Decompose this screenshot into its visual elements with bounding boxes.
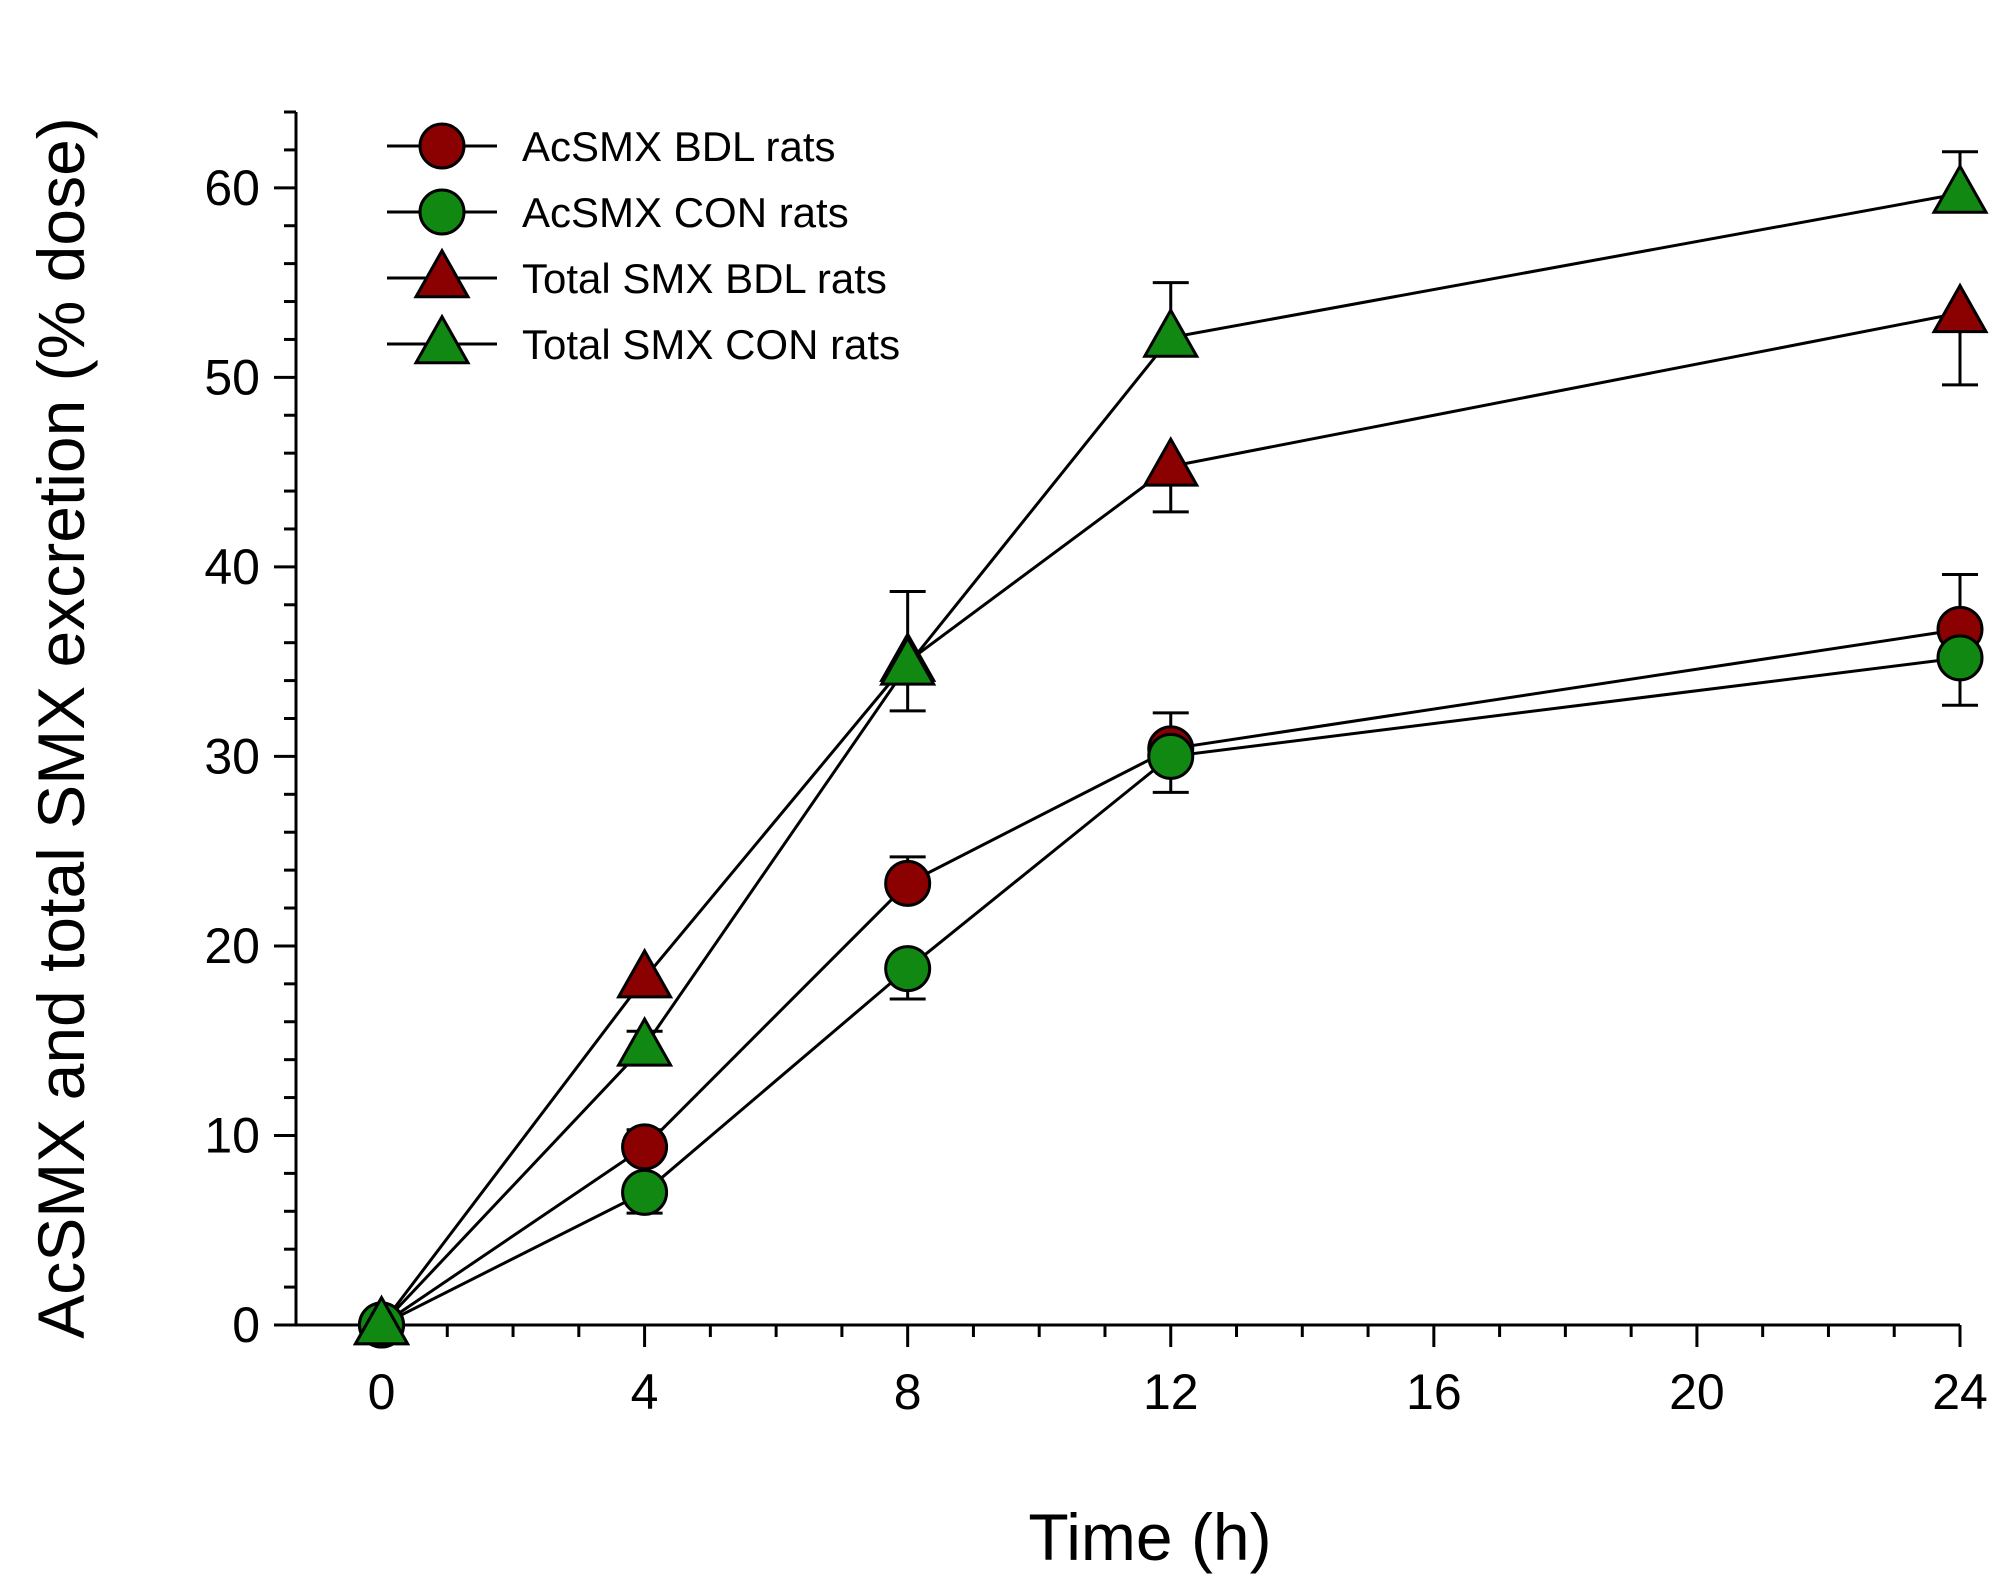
legend-label-total-smx-bdl-rats: Total SMX BDL rats [522, 255, 887, 302]
y-tick-label: 40 [204, 539, 260, 595]
error-bars [626, 150, 1978, 1215]
y-tick-label: 0 [232, 1297, 260, 1353]
y-ticks: 0 10 20 30 40 50 60 [204, 110, 296, 1353]
marker-total-smx-con-rats [1931, 163, 1989, 214]
x-tick-label: 0 [368, 1364, 396, 1420]
legend-label-acsmx-bdl-rats: AcSMX BDL rats [522, 123, 836, 170]
marker-total-smx-bdl-rats [1142, 436, 1200, 487]
legend-marker-total-smx-con-rats [413, 313, 471, 365]
marker-acsmx-con-rats [884, 945, 932, 993]
marker-acsmx-con-rats [1147, 732, 1195, 780]
marker-total-smx-con-rats [352, 1294, 411, 1346]
legend-label-acsmx-con-rats: AcSMX CON rats [522, 189, 849, 236]
x-tick-label: 16 [1406, 1364, 1462, 1420]
marker-acsmx-bdl-rats [884, 859, 932, 907]
markers [352, 163, 1989, 1349]
legend: AcSMX BDL rats AcSMX CON rats Total SMX BD… [387, 122, 900, 368]
x-tick-label: 20 [1669, 1364, 1725, 1420]
x-tick-label: 24 [1932, 1364, 1988, 1420]
marker-acsmx-bdl-rats [621, 1123, 669, 1171]
marker-total-smx-bdl-rats [1931, 282, 1989, 334]
y-tick-label: 20 [204, 918, 260, 974]
legend-marker-acsmx-bdl-rats [418, 122, 466, 170]
x-ticks: 0 4 8 12 16 20 24 [368, 1325, 1988, 1420]
x-tick-label: 12 [1143, 1364, 1199, 1420]
y-tick-label: 60 [204, 160, 260, 216]
marker-total-smx-con-rats [879, 635, 937, 686]
marker-acsmx-con-rats [1936, 634, 1984, 682]
legend-label-total-smx-con-rats: Total SMX CON rats [522, 321, 900, 368]
marker-total-smx-con-rats [616, 1016, 674, 1067]
y-axis-title: AcSMX and total SMX excretion (% dose) [24, 117, 98, 1339]
x-tick-label: 8 [894, 1364, 922, 1420]
y-tick-label: 10 [204, 1107, 260, 1163]
legend-marker-total-smx-bdl-rats [413, 247, 471, 299]
y-tick-label: 50 [204, 349, 260, 405]
y-tick-label: 30 [204, 728, 260, 784]
x-tick-label: 4 [631, 1364, 659, 1420]
marker-acsmx-con-rats [621, 1168, 669, 1216]
marker-total-smx-bdl-rats [616, 947, 674, 999]
marker-total-smx-con-rats [1142, 307, 1200, 358]
legend-marker-acsmx-con-rats [418, 188, 466, 236]
x-axis-title: Time (h) [1028, 1500, 1271, 1574]
